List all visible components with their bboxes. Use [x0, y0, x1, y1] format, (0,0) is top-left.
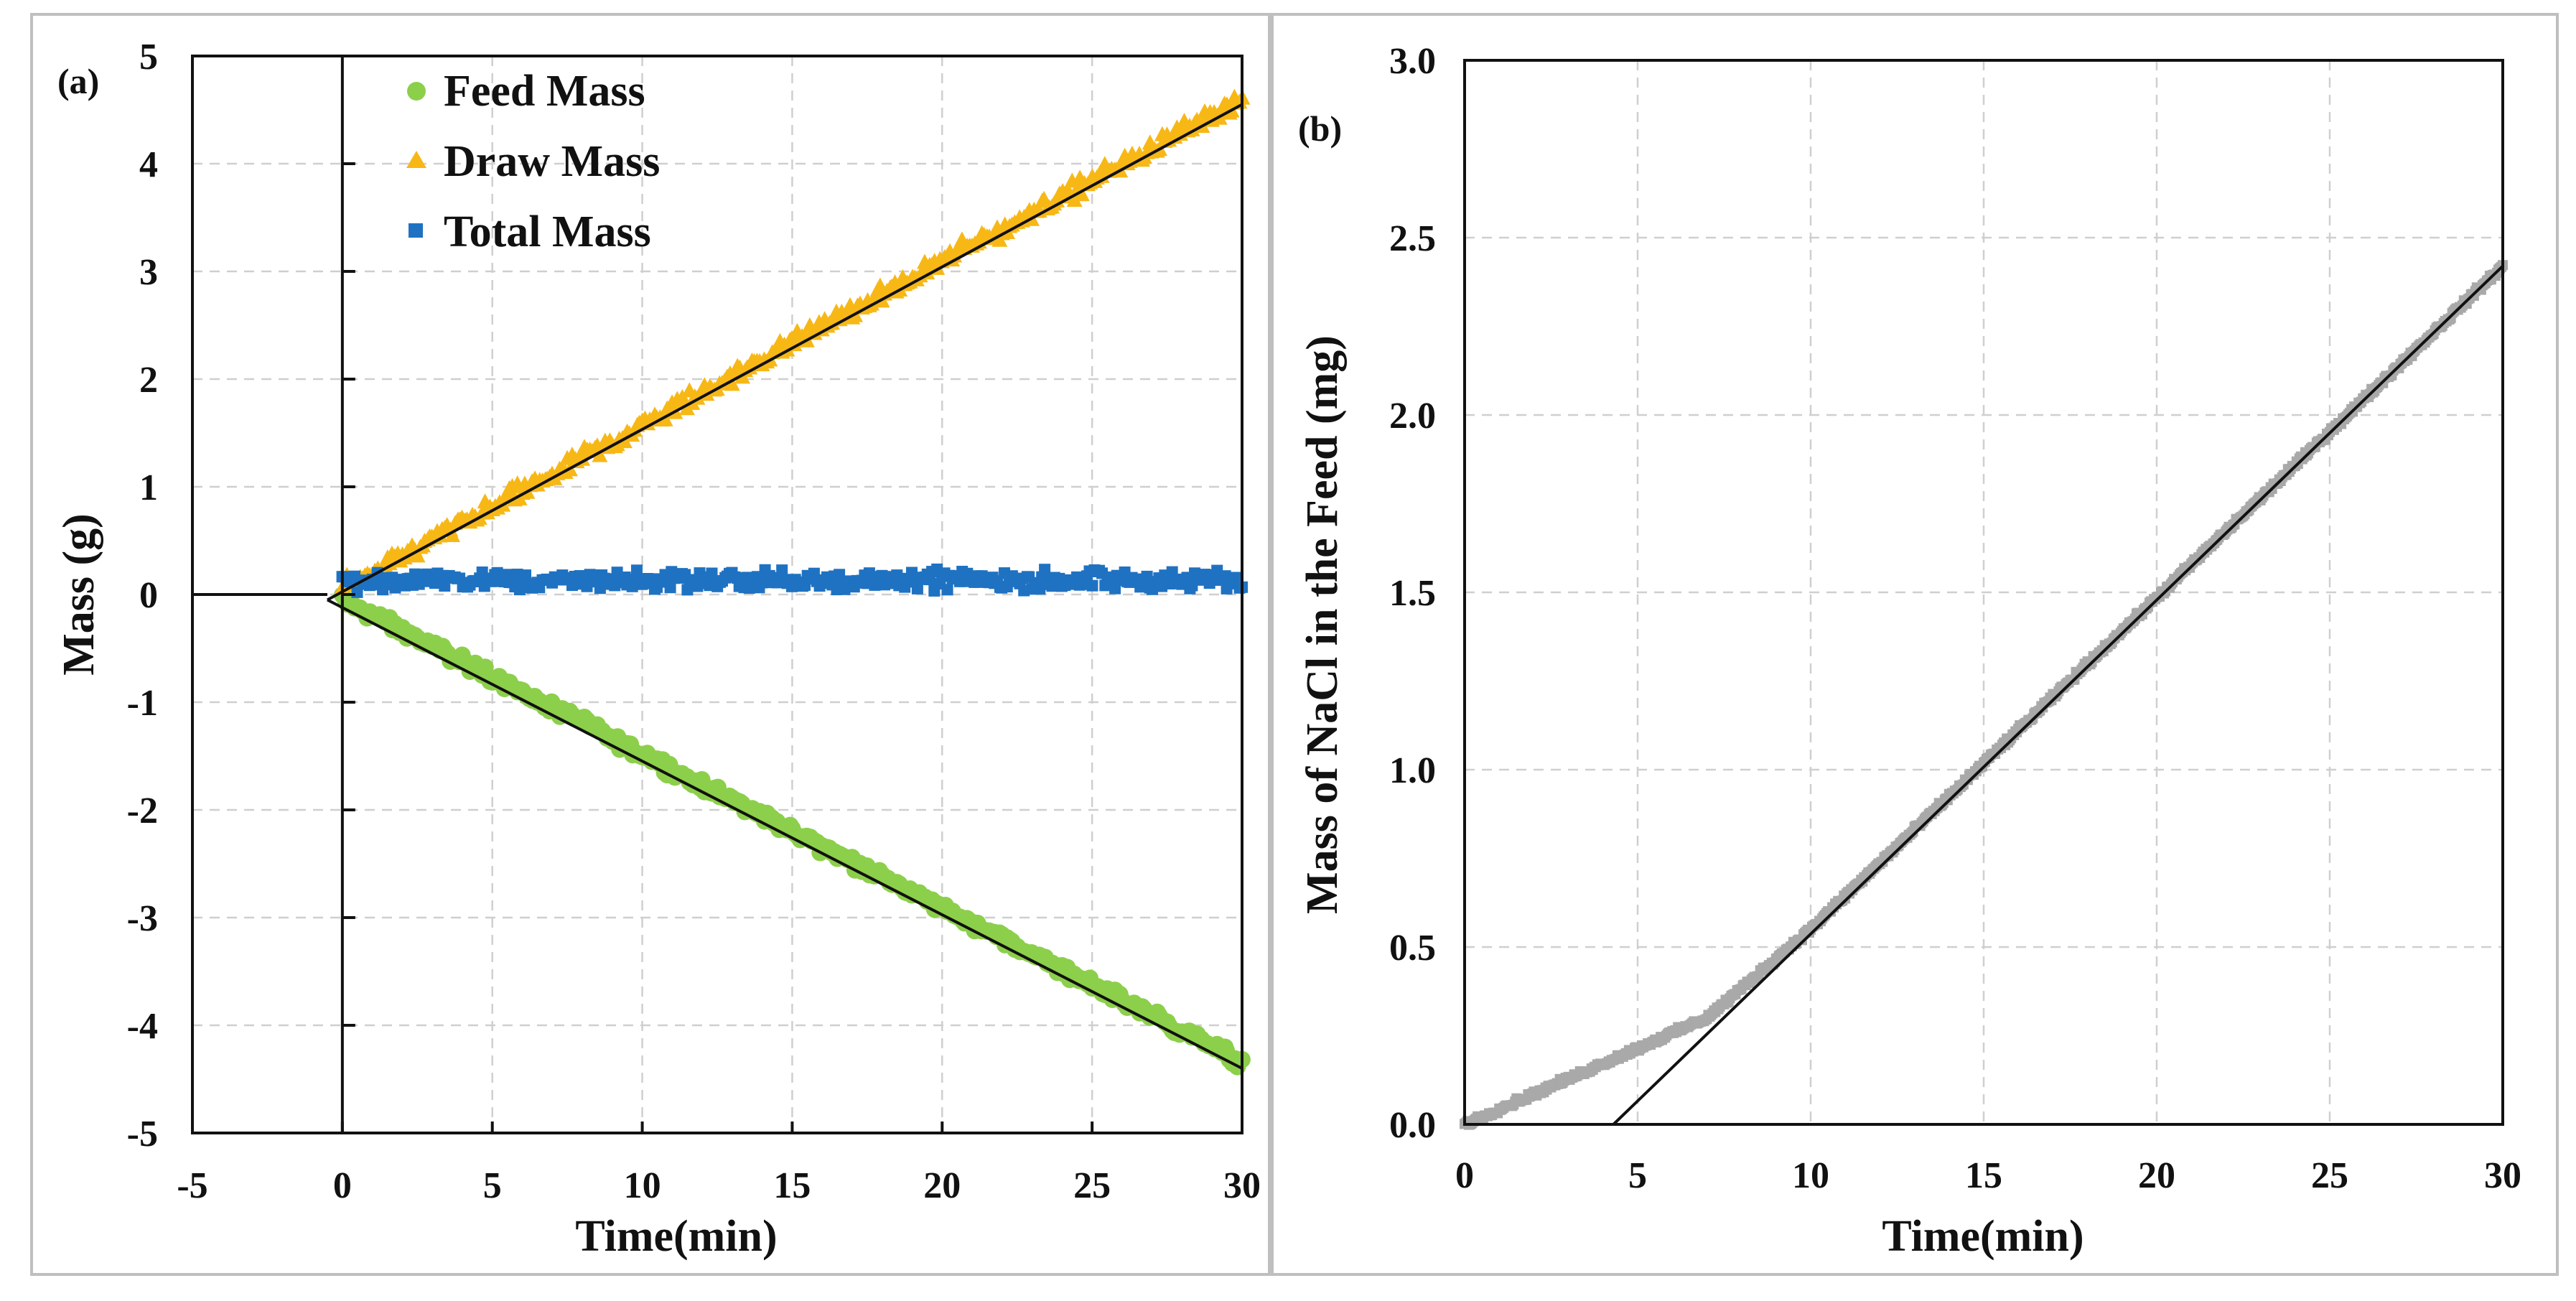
y-tick-label: 1.0 [1389, 750, 1436, 791]
y-tick-label: 4 [139, 144, 158, 185]
data-point-total-mass [706, 567, 718, 579]
x-tick-label: 10 [624, 1165, 661, 1206]
x-tick-label: 30 [2484, 1155, 2521, 1196]
data-point-draw-mass [724, 376, 740, 391]
x-tick-label: 20 [923, 1165, 961, 1206]
chart-b-gridlines [1465, 60, 2503, 1124]
chart-b-x-axis-label: Time(min) [1882, 1212, 2083, 1261]
x-tick-label: 0 [1455, 1155, 1474, 1196]
chart-a-axes [191, 55, 1243, 1134]
data-point-total-mass [1086, 579, 1098, 592]
y-tick-label: 0 [139, 575, 158, 616]
data-point-total-mass [631, 564, 643, 577]
chart-b-y-axis-label: Mass of NaCl in the Feed (mg) [1298, 335, 1347, 914]
x-tick-label: 20 [2138, 1155, 2175, 1196]
x-tick-label: 5 [483, 1165, 502, 1206]
data-point-total-mass [664, 582, 676, 594]
data-point-total-mass [1034, 583, 1046, 595]
y-tick-label: 0.0 [1389, 1105, 1436, 1146]
chart-b-fit-lines [1612, 265, 2504, 1126]
legend-total-marker [409, 223, 423, 238]
data-point-draw-mass [657, 411, 673, 426]
data-point-total-mass [911, 582, 923, 594]
data-point-total-mass [941, 584, 953, 596]
chart-a-y-axis-label: Mass (g) [55, 513, 103, 676]
chart-b-axes [1463, 59, 2504, 1126]
panel-b-label: (b) [1298, 108, 1342, 149]
legend-total-label: Total Mass [444, 207, 651, 256]
data-point-draw-mass [409, 547, 426, 563]
x-tick-label: 25 [1073, 1165, 1111, 1206]
y-tick-label: 1.5 [1389, 573, 1436, 614]
x-tick-label: 25 [2311, 1155, 2348, 1196]
legend-feed-label: Feed Mass [444, 67, 645, 116]
legend-feed-marker [407, 82, 426, 101]
y-tick-label: -5 [127, 1114, 158, 1155]
x-tick-label: 10 [1792, 1155, 1829, 1196]
chart-a-x-axis-label: Time(min) [575, 1212, 777, 1261]
chart-a-fit-lines [192, 103, 1243, 1070]
x-tick-label: 15 [1965, 1155, 2002, 1196]
data-point-draw-mass [574, 450, 591, 466]
y-tick-label: 2 [139, 360, 158, 401]
fit-line [327, 103, 1243, 602]
data-point-draw-mass [1073, 186, 1090, 202]
chart-a-gridlines [192, 56, 1242, 1133]
chart-b-tick-labels: 3.0 2.5 2.0 1.5 1.0 0.5 0.0 0 5 10 15 20 25 30 [1389, 41, 2521, 1196]
chart-panel-b: 3.0 2.5 2.0 1.5 1.0 0.5 0.0 0 5 10 15 20 25 30 (b) Ti… [1298, 41, 2521, 1261]
y-tick-label: 3.0 [1389, 41, 1436, 82]
data-point-total-mass [1231, 572, 1243, 584]
chart-a-legend: Feed Mass Draw Mass Total Mass [406, 67, 660, 256]
y-tick-label: 0.5 [1389, 928, 1436, 969]
data-point-draw-mass [1066, 192, 1083, 207]
chart-b-plot-area [1463, 59, 2504, 1126]
y-tick-label: 2.0 [1389, 396, 1436, 437]
y-tick-label: 3 [139, 252, 158, 293]
chart-a-plot-area [191, 55, 1243, 1134]
x-tick-label: 0 [333, 1165, 352, 1206]
data-point-total-mass [891, 569, 903, 582]
data-point-total-mass [743, 582, 755, 594]
data-point-draw-mass [592, 447, 608, 462]
data-point-draw-mass [616, 433, 633, 449]
x-tick-label: 30 [1223, 1165, 1261, 1206]
y-tick-label: 2.5 [1389, 218, 1436, 259]
y-tick-label: 1 [139, 467, 158, 508]
y-tick-label: -1 [127, 683, 158, 724]
panel-a-label: (a) [57, 61, 99, 101]
panel-b-frame [1271, 13, 2559, 1276]
y-tick-label: -2 [127, 791, 158, 831]
y-tick-label: -4 [127, 1006, 158, 1047]
data-point-total-mass [776, 564, 788, 577]
legend-draw-label: Draw Mass [444, 137, 660, 186]
legend-draw-marker [406, 151, 426, 168]
x-tick-label: 15 [773, 1165, 811, 1206]
y-tick-label: -3 [127, 898, 158, 939]
data-point-total-mass [1039, 564, 1051, 576]
x-tick-label: 5 [1628, 1155, 1647, 1196]
data-point-draw-mass [444, 527, 460, 542]
fit-line [327, 598, 1243, 1070]
data-point-total-mass [1141, 570, 1153, 582]
x-tick-label: -5 [177, 1165, 207, 1206]
y-tick-label: 5 [139, 37, 158, 78]
fit-line [1612, 265, 2504, 1126]
panel-a-frame [30, 13, 1271, 1276]
